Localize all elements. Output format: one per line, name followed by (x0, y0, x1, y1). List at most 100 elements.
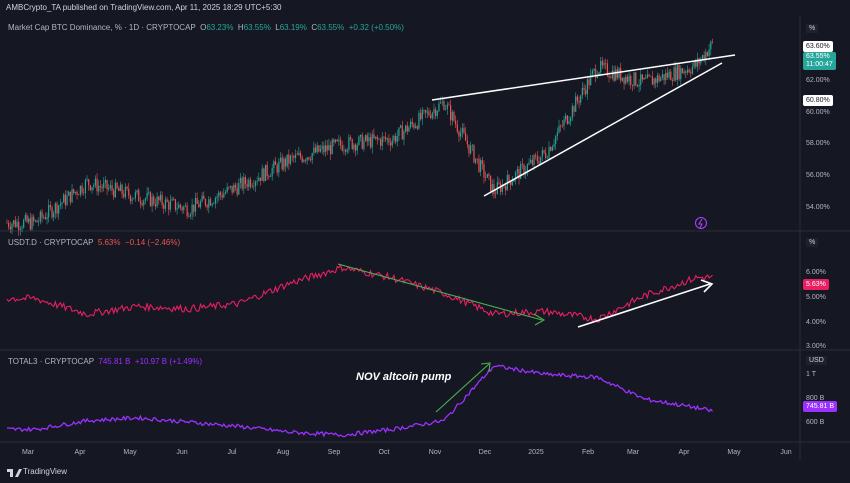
candle-body (128, 188, 130, 196)
candle-body (173, 199, 175, 200)
candle-body (535, 155, 537, 157)
candle-body (76, 191, 78, 195)
pane2-tick-1: 6.00% (806, 269, 826, 276)
candle-body (354, 144, 357, 151)
candle-body (253, 185, 255, 187)
candle-body (613, 70, 615, 81)
candle-body (465, 133, 467, 141)
candle-body (428, 111, 430, 116)
candle-body (106, 180, 108, 190)
candle-body (301, 157, 303, 162)
wedge-lower-trendline (483, 62, 723, 197)
candle-body (426, 111, 428, 113)
candle-body (475, 158, 477, 163)
pane3-unit[interactable]: USD (806, 356, 827, 365)
candle-body (339, 139, 342, 146)
candle-body (41, 211, 43, 218)
candle-body (161, 194, 163, 206)
candle-body (401, 125, 403, 140)
candle-body (191, 204, 193, 215)
candle-body (328, 145, 330, 151)
candle-body (134, 192, 137, 199)
candle-body (306, 157, 308, 161)
pane1-tick-5: 54.00% (806, 204, 830, 211)
wedge-upper-trendline (431, 54, 736, 101)
candle-body (139, 201, 142, 204)
candle-body (453, 112, 455, 121)
usdt-dominance-legend: USDT.D · CRYPTOCAP 5.63% −0.14 (−2.46%) (8, 238, 180, 247)
candle-body (450, 105, 452, 121)
candle-body (633, 72, 635, 86)
candle-body (289, 155, 292, 164)
candle-body (84, 180, 86, 193)
candle-body (608, 75, 610, 78)
candle-body (658, 75, 660, 82)
candle-body (61, 202, 63, 205)
candle-body (323, 145, 325, 153)
candle-body (214, 198, 217, 204)
candle-body (188, 216, 190, 217)
pane2-unit[interactable]: % (806, 238, 819, 247)
candle-body (575, 96, 577, 112)
candle-body (36, 220, 38, 223)
pane1-tick-3: 58.00% (806, 140, 830, 147)
candle-body (683, 71, 685, 74)
candle-body (691, 66, 694, 74)
candle-body (640, 74, 642, 85)
candle-body (601, 60, 603, 66)
candle-body (86, 179, 88, 181)
candle-body (196, 198, 198, 204)
usdt-uptrend-arrowhead (700, 279, 714, 293)
candle-body (274, 161, 277, 165)
candle-body (303, 159, 305, 162)
candle-body (433, 109, 435, 113)
candle-body (256, 180, 258, 182)
pane2-tick-3: 4.00% (806, 319, 826, 326)
candle-body (491, 184, 493, 192)
x-tick-dec: Dec (478, 449, 492, 456)
footer-brand[interactable]: TradingView (23, 467, 68, 476)
pane1-unit[interactable]: % (806, 24, 819, 33)
pane3-tick-1: 1 T (806, 371, 816, 378)
candle-body (141, 203, 143, 206)
candle-body (495, 193, 497, 195)
candle-body (203, 195, 205, 200)
candle-body (631, 84, 634, 86)
candle-body (666, 72, 669, 78)
candle-body (588, 79, 590, 86)
candle-body (341, 145, 343, 151)
x-tick-aug: Aug (276, 449, 290, 456)
candle-body (168, 201, 170, 210)
candle-body (521, 163, 523, 165)
bar-countdown: 11:00:47 (806, 61, 833, 68)
candle-body (530, 159, 532, 163)
candle-body (611, 70, 613, 79)
candle-body (189, 214, 192, 217)
low-label: L (275, 23, 280, 32)
candle-body (101, 186, 103, 189)
candle-body (123, 194, 125, 198)
candle-body (478, 158, 480, 172)
candle-body (39, 211, 41, 222)
candle-body (540, 156, 542, 164)
candle-body (364, 135, 367, 141)
candle-body (610, 77, 612, 79)
candle-body (415, 126, 417, 128)
candle-body (33, 216, 35, 222)
candle-body (404, 125, 407, 132)
candle-body (224, 192, 227, 194)
lightning-event-icon (695, 217, 707, 229)
candle-body (663, 74, 665, 81)
candle-body (526, 164, 528, 172)
candle-body (448, 104, 450, 106)
candle-body (186, 205, 188, 217)
candle-body (153, 196, 155, 205)
candle-body (528, 162, 530, 165)
x-tick-apr: Apr (74, 449, 86, 456)
candle-body (183, 206, 185, 211)
usdt-downtrend-arrowhead (533, 313, 546, 326)
candle-body (381, 136, 383, 146)
candle-body (263, 168, 265, 182)
candle-body (98, 185, 100, 192)
candle-body (706, 52, 709, 57)
